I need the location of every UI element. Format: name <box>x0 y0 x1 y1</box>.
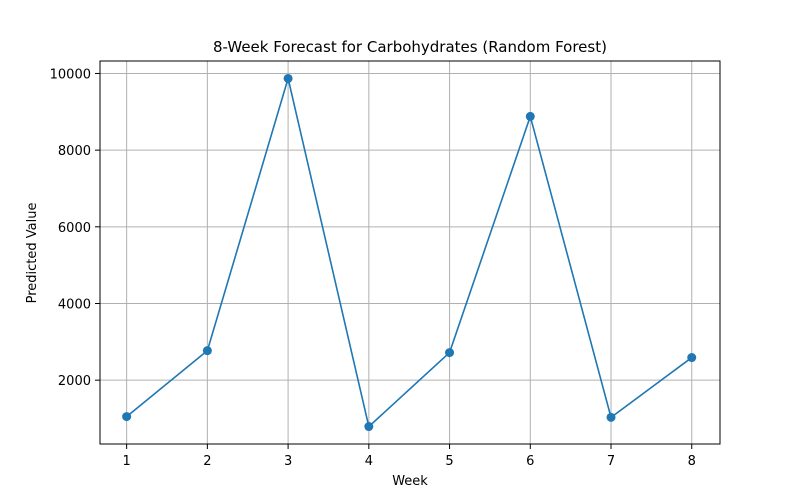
x-tick-label: 3 <box>284 454 292 469</box>
x-axis-label: Week <box>392 474 428 489</box>
x-tick-label: 2 <box>203 454 211 469</box>
series-line <box>126 75 693 429</box>
x-tick-label: 5 <box>445 454 453 469</box>
x-tick-label: 7 <box>607 454 615 469</box>
y-tick-label: 8000 <box>58 144 91 159</box>
plot-frame <box>99 60 721 445</box>
data-point <box>122 412 132 422</box>
series <box>122 73 697 432</box>
data-point <box>606 412 616 422</box>
x-tick-label: 4 <box>365 454 373 469</box>
data-point <box>202 346 212 356</box>
x-tick-label: 8 <box>688 454 696 469</box>
data-point <box>445 348 455 358</box>
y-tick-label: 10000 <box>50 67 91 82</box>
y-axis-label: Predicted Value <box>25 203 40 304</box>
x-tick-label: 1 <box>123 454 131 469</box>
data-point <box>687 353 697 363</box>
data-point <box>364 422 374 432</box>
chart-title: 8-Week Forecast for Carbohydrates (Rando… <box>213 38 607 56</box>
y-tick-label: 2000 <box>58 374 91 389</box>
axes: 1 2 3 4 5 6 7 8 2000 4000 6000 8000 10000 <box>50 60 721 469</box>
data-point <box>525 111 535 121</box>
y-tick-label: 6000 <box>58 221 91 236</box>
grid <box>100 61 720 444</box>
data-point <box>283 73 293 83</box>
x-tick-label: 6 <box>526 454 534 469</box>
y-tick-label: 4000 <box>58 297 91 312</box>
